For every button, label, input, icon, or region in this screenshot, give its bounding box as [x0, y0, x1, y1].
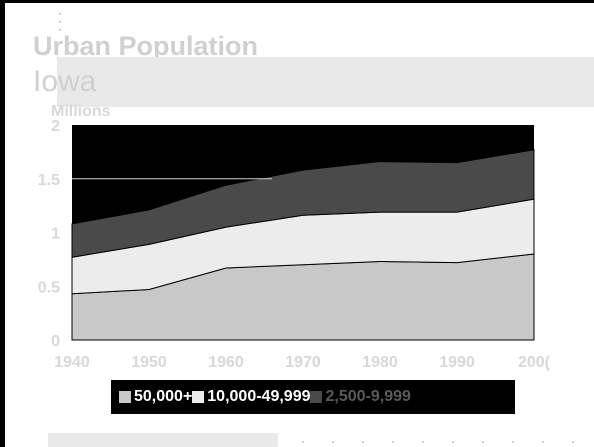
x-tick-label-0: 1940: [54, 354, 90, 371]
x-tick-label-3: 1970: [285, 354, 321, 371]
decor-dot-5: [452, 441, 454, 443]
x-tick-label-6: 200(: [518, 354, 551, 371]
legend-label-2: 10,000-49,999: [207, 388, 311, 405]
decor-dot-9: [572, 441, 574, 443]
y-axis-label: Millions: [51, 103, 111, 120]
legend-item-3: 2,500-9,999: [310, 388, 411, 406]
decor-dot-7: [512, 441, 514, 443]
slide: Urban Population Iowa 0 0.5 1 1.5 2 1940 1950 1…: [5, 3, 594, 447]
title-band: [57, 57, 594, 107]
area-chart: 0 0.5 1 1.5 2 1940 1950 1960 1970 1980 1990 200( Mil…: [38, 103, 551, 371]
chart-subtitle: Iowa: [33, 65, 97, 98]
legend-label-1: 50,000+: [134, 388, 193, 405]
y-tick-label-4: 2: [51, 118, 60, 135]
legend-swatch-3: [310, 391, 323, 403]
decor-dot-4: [422, 441, 424, 443]
legend-label-3: 2,500-9,999: [325, 388, 411, 405]
legend-item-2: 10,000-49,999: [192, 388, 310, 406]
decor-dot-11: [59, 21, 61, 23]
decor-dot-3: [392, 441, 394, 443]
area-series-3: [71, 149, 535, 258]
x-tick-label-2: 1960: [208, 354, 244, 371]
footer-band: [48, 433, 278, 447]
decor-dot-6: [482, 441, 484, 443]
decor-dot-10: [59, 13, 61, 15]
legend-swatch-1: [119, 391, 131, 403]
x-tick-label-4: 1980: [362, 354, 398, 371]
decor-dot-2: [362, 441, 364, 443]
decor-dot-1: [332, 441, 334, 443]
decor-dot-12: [59, 29, 61, 31]
legend-swatch-2: [192, 391, 205, 403]
y-tick-label-2: 1: [51, 226, 60, 243]
x-tick-label-5: 1990: [439, 354, 475, 371]
chart-title: Urban Population: [33, 31, 258, 61]
legend-item-1: 50,000+: [119, 388, 192, 406]
y-tick-label-1: 0.5: [38, 279, 60, 296]
y-tick-label-0: 0: [51, 333, 60, 350]
y-tick-label-3: 1.5: [38, 172, 60, 189]
decor-dot-0: [302, 441, 304, 443]
decor-dot-8: [542, 441, 544, 443]
legend: 50,000+ 10,000-49,999 2,500-9,999: [111, 380, 515, 414]
x-tick-label-1: 1950: [131, 354, 167, 371]
